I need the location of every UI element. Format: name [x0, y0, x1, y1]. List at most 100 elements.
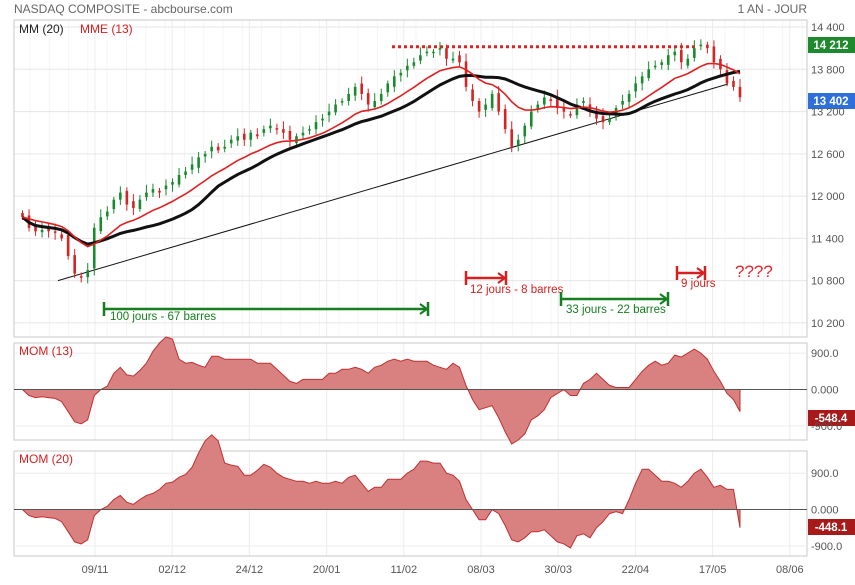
period-label: 1 AN - JOUR	[738, 2, 808, 16]
axis-labels: 14 400 13 800 13 200 12 600 12 000 11 400 10 8…	[82, 22, 845, 576]
candle-body	[203, 153, 207, 157]
panel-frame	[13, 450, 808, 557]
mm20-line	[21, 69, 741, 246]
candle-body	[614, 108, 618, 117]
candle-body	[105, 211, 109, 217]
y-tick-label: 0.000	[811, 384, 839, 396]
candle-body	[197, 157, 200, 168]
candle-body	[673, 51, 677, 56]
annotation-9-jours: 9 jours	[681, 278, 716, 290]
momentum-badge	[808, 410, 855, 426]
candle-body	[229, 139, 233, 144]
arrow-100-jours-head	[419, 303, 429, 315]
candle-body	[353, 86, 357, 96]
x-tick-label: 11/02	[390, 564, 417, 576]
candle-body	[490, 93, 494, 108]
y-tick-label: 13 200	[811, 107, 845, 119]
candle-body	[608, 118, 611, 123]
candle-body	[706, 44, 709, 49]
price-panel: MM (20) MME (13) 100 jours - 67 barres 12 j…	[19, 22, 855, 323]
arrow-12-jours-head	[497, 272, 507, 284]
candle-body	[549, 99, 553, 102]
candle-body	[516, 139, 520, 146]
momentum-title: MOM (13)	[19, 344, 73, 358]
annotation-100-jours: 100 jours - 67 barres	[110, 311, 216, 323]
candle-body	[269, 125, 272, 129]
y-tick-label: 900.0	[811, 468, 839, 480]
candle-body	[510, 129, 514, 147]
candle-body	[732, 80, 735, 87]
candle-body	[282, 129, 285, 133]
candle-body	[640, 76, 644, 84]
mme13-line	[22, 62, 741, 248]
candle-body	[556, 97, 559, 109]
candle-body	[406, 65, 409, 71]
candle-body	[725, 70, 729, 84]
candle-body	[419, 55, 422, 61]
candle-body	[327, 111, 331, 116]
candle-body	[432, 51, 435, 54]
x-tick-label: 20/01	[313, 564, 341, 576]
candle-body	[321, 118, 324, 121]
candle-body	[262, 129, 266, 133]
candle-body	[693, 48, 696, 58]
candle-body	[484, 104, 487, 110]
candle-body	[392, 76, 396, 87]
price-badge	[808, 93, 855, 109]
momentum-badge-text: -548.4	[815, 413, 848, 425]
candle-body	[112, 199, 116, 210]
candle-body	[73, 255, 76, 274]
candle-body	[92, 227, 96, 269]
candle-body	[438, 48, 442, 50]
x-tick-label: 02/12	[158, 564, 186, 576]
price-badge-text: 13 402	[813, 96, 848, 108]
candle-body	[543, 97, 546, 105]
candle-body	[275, 128, 279, 130]
candle-body	[177, 174, 181, 185]
candle-body	[536, 104, 540, 110]
candle-body	[223, 146, 227, 149]
candle-body	[53, 231, 57, 233]
candle-body	[379, 93, 383, 102]
x-tick-label: 30/03	[544, 564, 572, 576]
candle-body	[366, 93, 370, 105]
candle-body	[627, 93, 631, 102]
candle-body	[256, 134, 259, 137]
candle-body	[660, 62, 664, 65]
candle-body	[236, 136, 240, 141]
candle-body	[738, 86, 742, 98]
x-tick-label: 17/05	[699, 564, 727, 576]
panel-frames	[13, 19, 808, 557]
x-tick-label: 22/04	[622, 564, 650, 576]
candle-body	[314, 122, 318, 130]
y-tick-label: 12 600	[811, 149, 845, 161]
candle-body	[66, 234, 70, 256]
candle-body	[47, 227, 50, 232]
candle-body	[529, 111, 533, 127]
y-tick-label: -900.0	[811, 541, 842, 553]
candle-body	[216, 146, 220, 151]
chart-title: NASDAQ COMPOSITE - abcbourse.com	[14, 2, 233, 16]
candle-body	[125, 190, 129, 205]
candle-body	[60, 234, 63, 239]
candle-body	[249, 132, 253, 140]
y-tick-label: 14 400	[811, 22, 845, 34]
candle-body	[145, 192, 148, 198]
candle-body	[666, 55, 670, 65]
candle-body	[647, 69, 650, 79]
candle-body	[679, 50, 683, 63]
annotation-33-jours: 33 jours - 22 barres	[566, 304, 666, 316]
price-badge-text: 14 212	[813, 40, 848, 52]
annotation-12-jours: 12 jours - 8 barres	[470, 284, 564, 296]
legend-mme13: MME (13)	[80, 22, 133, 36]
candle-body	[164, 185, 168, 190]
y-tick-label: 10 800	[811, 276, 845, 288]
candle-body	[151, 189, 155, 193]
candle-body	[477, 101, 481, 112]
candle-body	[451, 58, 455, 61]
arrow-9-jours-head	[696, 267, 706, 279]
arrow-33-jours-head	[659, 293, 669, 305]
y-tick-label: 11 400	[811, 233, 844, 245]
legend-mm20: MM (20)	[19, 22, 64, 36]
